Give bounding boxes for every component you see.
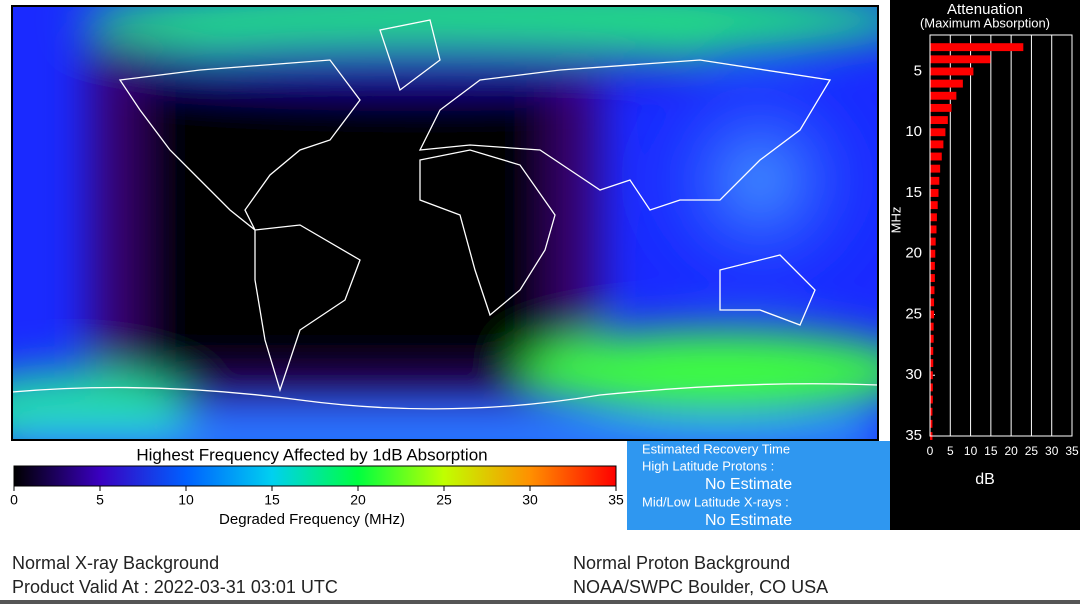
footer-text: Product Valid At : 2022-03-31 03:01 UTC — [12, 577, 338, 597]
colorbar-tick-label: 10 — [178, 492, 194, 508]
x-tick-label: 25 — [1025, 444, 1039, 458]
bar — [930, 322, 934, 331]
x-tick-label: 35 — [1065, 444, 1079, 458]
bar — [930, 371, 933, 380]
bar — [930, 91, 957, 100]
y-axis-label: MHz — [888, 207, 903, 234]
bar — [930, 407, 933, 416]
bar — [930, 140, 944, 149]
x-axis-label: dB — [975, 471, 995, 488]
bar — [930, 128, 946, 137]
recovery-label: Mid/Low Latitude X-rays : — [642, 494, 789, 509]
y-tick-label: 20 — [905, 245, 922, 262]
bar — [930, 164, 941, 173]
y-tick-label: 10 — [905, 123, 922, 140]
x-tick-label: 20 — [1004, 444, 1018, 458]
bar — [930, 225, 937, 234]
bar — [930, 79, 963, 88]
bar — [930, 359, 934, 368]
bar — [930, 261, 935, 270]
colorbar-label: Degraded Frequency (MHz) — [219, 511, 405, 528]
bar — [930, 310, 935, 319]
attenuation-panel — [890, 0, 1080, 530]
bar — [930, 67, 974, 76]
bar — [930, 213, 937, 222]
bar — [930, 249, 936, 258]
bar — [930, 116, 948, 125]
colorbar-tick-label: 5 — [96, 492, 104, 508]
footer-text: Normal X-ray Background — [12, 553, 219, 573]
bottom-edge — [0, 600, 1080, 604]
recovery-label: High Latitude Protons : — [642, 458, 774, 473]
y-tick-label: 15 — [905, 184, 922, 201]
x-tick-label: 15 — [984, 444, 998, 458]
recovery-value: No Estimate — [705, 512, 792, 529]
bar — [930, 189, 939, 197]
plot-frame — [929, 34, 1073, 437]
bar — [930, 55, 991, 64]
bar — [930, 298, 935, 307]
colorbar-title: Highest Frequency Affected by 1dB Absorp… — [136, 445, 487, 464]
bar — [930, 201, 938, 210]
bar — [930, 334, 934, 343]
chart-subtitle: (Maximum Absorption) — [920, 15, 1050, 30]
bar — [930, 346, 934, 355]
bar — [930, 176, 940, 185]
x-tick-label: 5 — [947, 444, 954, 458]
footer-text: Normal Proton Background — [573, 553, 790, 573]
x-tick-label: 30 — [1045, 444, 1059, 458]
colorbar-tick-label: 20 — [350, 492, 366, 508]
chart-title: Attenuation — [947, 1, 1023, 18]
footer-text: NOAA/SWPC Boulder, CO USA — [573, 577, 828, 597]
bar — [930, 274, 935, 282]
bar — [930, 43, 1024, 52]
bar — [930, 237, 936, 246]
map-frame — [11, 5, 879, 441]
absorption-map — [12, 6, 878, 440]
colorbar-tick-label: 35 — [608, 492, 624, 508]
colorbar-tick-label: 30 — [522, 492, 538, 508]
colorbar-tick-label: 0 — [10, 492, 18, 508]
recovery-value: No Estimate — [705, 476, 792, 493]
colorbar-tick-label: 25 — [436, 492, 452, 508]
x-tick-label: 10 — [964, 444, 978, 458]
x-tick-label: 0 — [927, 444, 934, 458]
bar — [930, 419, 933, 428]
bar — [930, 103, 952, 112]
colorbar-tick-label: 15 — [264, 492, 280, 508]
colorbar — [13, 465, 617, 487]
recovery-title: Estimated Recovery Time — [642, 441, 790, 456]
y-tick-label: 35 — [905, 427, 922, 444]
y-tick-label: 5 — [914, 62, 922, 79]
recovery-box — [627, 441, 890, 530]
bar — [930, 286, 935, 295]
bar — [930, 395, 933, 404]
y-tick-label: 30 — [905, 366, 922, 383]
bar — [930, 152, 942, 161]
y-tick-label: 25 — [905, 305, 922, 322]
bar — [930, 383, 933, 392]
